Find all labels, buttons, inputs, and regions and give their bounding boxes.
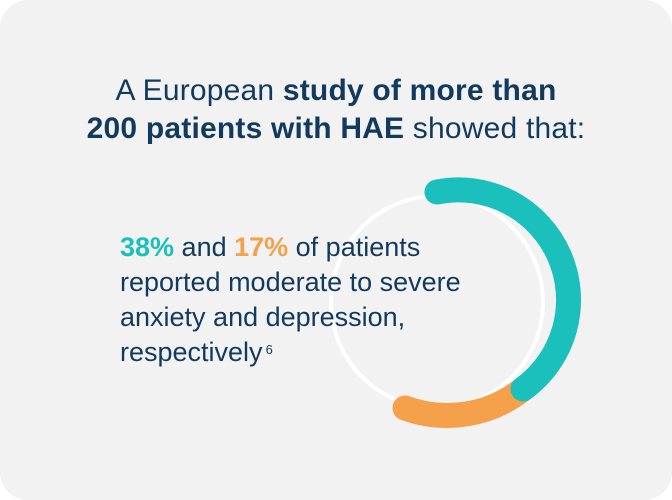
stat-description: of patients reported moderate to severe … <box>120 232 461 367</box>
headline: A European study of more than 200 patien… <box>0 72 672 148</box>
headline-bold-1: study of more than <box>282 74 557 107</box>
percent-17: 17% <box>234 232 289 262</box>
stat-and: and <box>174 232 235 262</box>
stat-text: 38% and 17% of patients reported moderat… <box>120 230 480 370</box>
headline-bold-2: 200 patients with HAE <box>86 112 405 145</box>
percent-38: 38% <box>120 232 175 262</box>
footnote-marker: 6 <box>265 342 273 357</box>
ring-arc-teal <box>424 177 582 402</box>
headline-text-1: A European <box>115 74 283 107</box>
headline-text-2: showed that: <box>404 112 586 145</box>
ring-arc-orange <box>392 376 536 428</box>
